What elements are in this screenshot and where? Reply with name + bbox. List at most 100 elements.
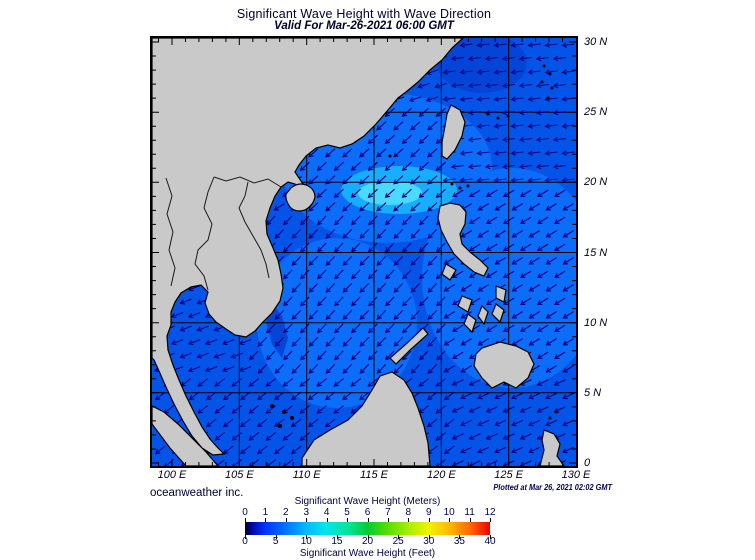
border-vietnam-laos xyxy=(238,181,270,279)
islet-anambas-1 xyxy=(270,404,274,408)
lat-label-25: 25 N xyxy=(584,106,608,119)
islet-yaeyama-3 xyxy=(506,114,510,118)
border-china-vietnam xyxy=(213,176,282,188)
islet-yaeyama-1 xyxy=(486,112,490,116)
meters-num-6: 6 xyxy=(364,507,371,518)
frame-ticks xyxy=(152,38,576,466)
lon-label-115: 115 E xyxy=(360,469,388,481)
island-panay xyxy=(457,295,473,313)
feet-num-20: 20 xyxy=(361,536,374,547)
island-taiwan xyxy=(441,104,466,160)
meters-tick-6 xyxy=(367,518,369,522)
meters-num-1: 1 xyxy=(262,507,269,518)
island-hainan xyxy=(285,183,316,212)
border-laos-thailand-cambodia xyxy=(194,176,215,291)
feet-tick-15 xyxy=(336,535,338,539)
meters-tick-11 xyxy=(469,518,471,522)
feet-num-30: 30 xyxy=(423,536,435,547)
island-borneo xyxy=(301,371,431,466)
lon-label-130: 130 E xyxy=(561,469,591,481)
lon-label-105: 105 E xyxy=(224,469,254,481)
island-negros xyxy=(463,313,477,334)
island-cebu xyxy=(477,304,489,326)
feet-tick-10 xyxy=(306,535,308,539)
island-palawan xyxy=(389,327,429,365)
small-islands xyxy=(270,64,558,428)
border-thailand-myanmar xyxy=(165,177,176,287)
islet-sangihe-2 xyxy=(554,410,558,414)
islet-yaeyama-2 xyxy=(496,116,500,120)
meters-tick-12 xyxy=(490,518,491,522)
valid-time-subtitle: Valid For Mar-26-2021 06:00 GMT xyxy=(274,20,454,32)
meters-tick-4 xyxy=(326,518,328,522)
islet-sangihe-1 xyxy=(548,416,552,420)
lat-label-15: 15 N xyxy=(584,246,608,259)
islet-ryukyu-4 xyxy=(550,86,554,90)
meters-tick-1 xyxy=(265,518,267,522)
islet-natuna-2 xyxy=(278,424,282,428)
feet-num-15: 15 xyxy=(331,536,343,547)
meters-tick-0 xyxy=(245,518,246,522)
meters-num-4: 4 xyxy=(323,507,330,518)
islet-pratas xyxy=(388,154,392,158)
meters-num-9: 9 xyxy=(425,507,432,518)
country-borders xyxy=(165,176,282,291)
island-luzon xyxy=(437,202,489,277)
island-sumatra xyxy=(152,405,219,466)
meters-num-10: 10 xyxy=(443,507,455,518)
island-mindanao xyxy=(473,341,535,389)
meters-num-5: 5 xyxy=(344,507,350,518)
meters-tick-5 xyxy=(347,518,349,522)
meters-num-0: 0 xyxy=(242,507,248,518)
lat-label-30: 30 N xyxy=(584,36,608,48)
meters-num-2: 2 xyxy=(283,507,289,518)
islet-babuyan-1 xyxy=(450,182,454,186)
ocean-patch-dark-east-china-sea xyxy=(437,38,527,93)
island-sulawesi xyxy=(539,429,565,466)
lon-label-100: 100 E xyxy=(157,469,187,481)
feet-num-25: 25 xyxy=(392,536,404,547)
islet-natuna-1 xyxy=(290,416,294,420)
meters-num-11: 11 xyxy=(464,507,475,518)
land-layer xyxy=(152,38,565,466)
meters-num-12: 12 xyxy=(484,507,496,518)
island-samar xyxy=(495,285,507,303)
feet-num-5: 5 xyxy=(272,536,279,547)
islet-anambas-2 xyxy=(282,410,286,414)
islet-ryukyu-1 xyxy=(542,64,546,68)
page-title: Significant Wave Height with Wave Direct… xyxy=(236,7,492,21)
ocean-patch-dark-vietnam-coast xyxy=(266,300,288,358)
plotted-note: Plotted at Mar 26, 2021 02:02 GMT xyxy=(493,483,612,492)
islet-ryukyu-2 xyxy=(548,72,552,76)
meters-tick-8 xyxy=(408,518,410,522)
colorbar xyxy=(245,522,490,535)
lon-label-120: 120 E xyxy=(426,469,456,481)
islet-babuyan-3 xyxy=(466,184,470,188)
meters-tick-10 xyxy=(449,518,451,522)
feet-num-40: 40 xyxy=(484,536,496,547)
feet-tick-30 xyxy=(428,535,430,539)
lat-label-10: 10 N xyxy=(584,316,608,329)
lat-label-0: 0 xyxy=(584,457,591,469)
legend-title-meters: Significant Wave Height (Meters) xyxy=(294,496,441,507)
island-mindoro xyxy=(441,263,457,281)
feet-num-35: 35 xyxy=(453,536,465,547)
islet-ryukyu-5 xyxy=(546,96,550,100)
credit-text: oceanweather inc. xyxy=(150,487,244,499)
islet-ryukyu-3 xyxy=(540,80,544,84)
islet-babuyan-2 xyxy=(458,186,462,190)
meters-tick-3 xyxy=(306,518,308,522)
meters-tick-7 xyxy=(387,518,389,522)
feet-tick-40 xyxy=(490,535,491,539)
feet-tick-20 xyxy=(367,535,369,539)
feet-num-0: 0 xyxy=(242,536,248,547)
meters-num-8: 8 xyxy=(405,507,412,518)
feet-tick-0 xyxy=(245,535,246,539)
lon-label-110: 110 E xyxy=(292,469,321,481)
map-frame xyxy=(150,36,578,468)
lon-label-125: 125 E xyxy=(494,469,524,481)
meters-tick-2 xyxy=(285,518,287,522)
map-canvas xyxy=(152,38,576,466)
lat-label-20: 20 N xyxy=(584,176,608,189)
feet-tick-25 xyxy=(398,535,400,539)
